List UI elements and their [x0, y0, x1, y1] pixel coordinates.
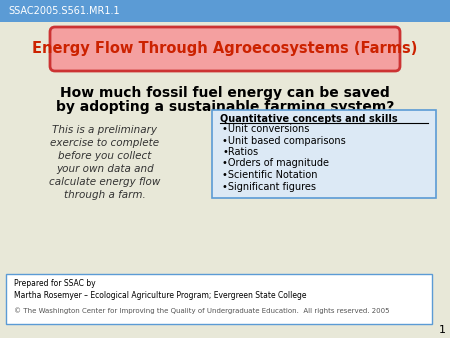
Text: SSAC2005.S561.MR1.1: SSAC2005.S561.MR1.1 [8, 6, 120, 16]
Text: calculate energy flow: calculate energy flow [50, 177, 161, 187]
Text: •Ratios: •Ratios [222, 147, 258, 157]
Text: by adopting a sustainable farming system?: by adopting a sustainable farming system… [56, 100, 394, 114]
Text: Energy Flow Through Agroecosystems (Farms): Energy Flow Through Agroecosystems (Farm… [32, 42, 418, 56]
Text: Quantitative concepts and skills: Quantitative concepts and skills [220, 114, 398, 124]
FancyBboxPatch shape [0, 0, 450, 22]
Text: your own data and: your own data and [56, 164, 154, 174]
Text: before you collect: before you collect [58, 151, 152, 161]
Text: •Unit conversions: •Unit conversions [222, 124, 310, 134]
Text: •Scientific Notation: •Scientific Notation [222, 170, 318, 180]
Text: Martha Rosemyer – Ecological Agriculture Program; Evergreen State College: Martha Rosemyer – Ecological Agriculture… [14, 290, 306, 299]
Text: exercise to complete: exercise to complete [50, 138, 160, 148]
Text: © The Washington Center for Improving the Quality of Undergraduate Education.  A: © The Washington Center for Improving th… [14, 308, 390, 314]
Text: •Significant figures: •Significant figures [222, 182, 316, 192]
Text: through a farm.: through a farm. [64, 190, 146, 200]
FancyBboxPatch shape [212, 110, 436, 198]
Text: •Unit based comparisons: •Unit based comparisons [222, 136, 346, 145]
Text: This is a preliminary: This is a preliminary [53, 125, 158, 135]
FancyBboxPatch shape [6, 274, 432, 324]
Text: How much fossil fuel energy can be saved: How much fossil fuel energy can be saved [60, 86, 390, 100]
FancyBboxPatch shape [50, 27, 400, 71]
Text: Prepared for SSAC by: Prepared for SSAC by [14, 280, 95, 289]
Text: 1: 1 [438, 325, 446, 335]
Text: •Orders of magnitude: •Orders of magnitude [222, 159, 329, 169]
